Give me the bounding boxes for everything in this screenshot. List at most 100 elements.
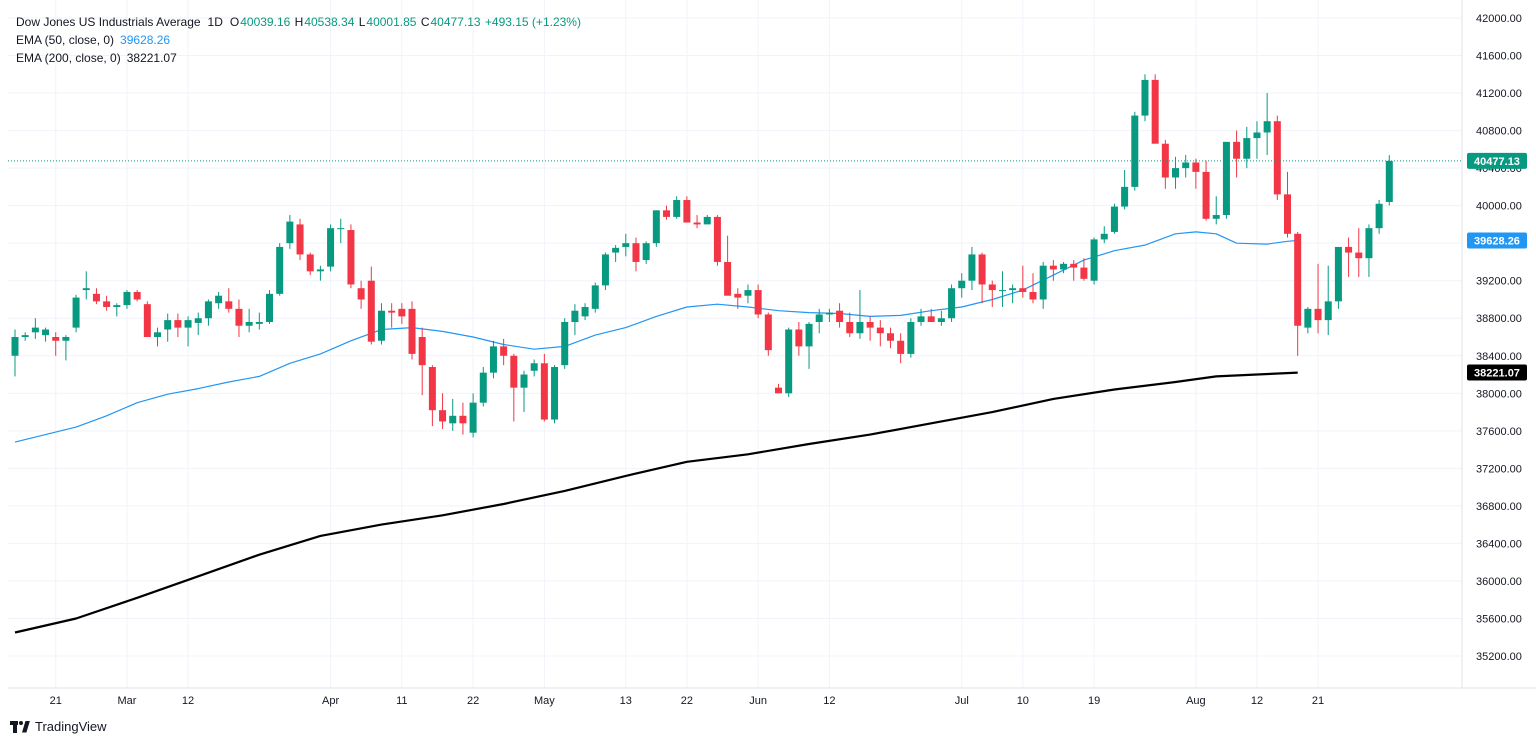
candle-body: [164, 320, 172, 330]
candle: [113, 303, 121, 317]
candle: [1355, 228, 1363, 277]
candle-body: [551, 367, 559, 420]
candle: [377, 303, 385, 345]
candle: [968, 246, 976, 291]
candle: [937, 310, 945, 326]
candle-body: [215, 295, 223, 304]
candle-body: [1243, 138, 1251, 159]
candle: [31, 318, 39, 339]
candle-body: [133, 291, 141, 300]
candle: [958, 273, 966, 298]
candle: [286, 215, 294, 249]
price-axis[interactable]: 35200.00 35600.00 36000.00 36400.00 36800.00…: [1461, 0, 1522, 688]
candle-body: [540, 363, 548, 420]
y-tick-label: 36800.00: [1476, 501, 1522, 513]
chart-legend: Dow Jones US Industrials Average 1D O400…: [16, 13, 583, 67]
candle-body: [1182, 162, 1190, 169]
candle: [255, 312, 263, 330]
candle-body: [347, 230, 355, 285]
candle: [489, 340, 497, 379]
candle-body: [1304, 308, 1312, 328]
ema50-legend-row[interactable]: EMA (50, close, 0) 39628.26: [16, 31, 583, 49]
candle-body: [204, 301, 212, 319]
candle-body: [601, 254, 609, 286]
candle-body: [459, 415, 467, 424]
candle-body: [52, 337, 60, 341]
candle: [1121, 169, 1129, 210]
symbol-name[interactable]: Dow Jones US Industrials Average: [16, 15, 201, 29]
candle: [744, 284, 752, 304]
candle-body: [479, 372, 487, 403]
y-tick-label: 36400.00: [1476, 538, 1522, 550]
candle: [1080, 258, 1088, 281]
candle-body: [581, 306, 589, 317]
candle: [1182, 154, 1190, 178]
chart-grid: [8, 0, 1462, 688]
x-tick-label: 21: [50, 695, 62, 707]
candle: [1090, 237, 1098, 285]
x-tick-label: 19: [1088, 695, 1100, 707]
y-tick-label: 36000.00: [1476, 576, 1522, 588]
ema200-label: EMA (200, close, 0): [16, 51, 121, 65]
candle-body: [500, 346, 508, 356]
candle: [62, 335, 70, 361]
candle: [775, 383, 782, 394]
candle-body: [663, 210, 671, 217]
tradingview-logo[interactable]: TradingView: [10, 719, 107, 734]
high-label: H: [294, 15, 304, 29]
x-tick-label: 10: [1017, 695, 1029, 707]
candle-body: [815, 314, 823, 322]
x-tick-label: 13: [620, 695, 632, 707]
candle: [693, 215, 701, 229]
price-tag-label: 38221.07: [1474, 368, 1520, 380]
candle: [164, 313, 172, 342]
candle-body: [622, 243, 630, 247]
tradingview-icon: [10, 720, 30, 733]
candle: [11, 329, 19, 377]
candle-body: [82, 288, 90, 291]
candle-body: [1049, 265, 1057, 270]
y-tick-label: 35600.00: [1476, 613, 1522, 625]
candle: [21, 332, 29, 341]
ema200-legend-row[interactable]: EMA (200, close, 0) 38221.07: [16, 49, 583, 67]
candle: [1151, 74, 1159, 144]
candle: [551, 365, 559, 424]
candle: [1100, 226, 1108, 244]
close-value: 40477.13: [430, 15, 481, 29]
candle-body: [1253, 132, 1261, 139]
candle-body: [225, 301, 233, 309]
candle: [591, 282, 599, 313]
candle: [1314, 263, 1322, 334]
interval-label[interactable]: 1D: [207, 15, 223, 29]
x-tick-label: 11: [396, 695, 407, 707]
candle-body: [917, 316, 925, 322]
candle-body: [612, 247, 620, 253]
time-axis[interactable]: 21 Mar 12 Apr 11 22 May 13 22 Jun 12 Jul 10 19 Aug 12 21: [8, 687, 1536, 707]
candle: [1222, 141, 1230, 219]
ema50-line: [14, 231, 1298, 443]
candle: [1263, 93, 1271, 155]
candle: [266, 290, 273, 324]
candle-body: [1070, 263, 1078, 268]
candle: [194, 312, 202, 336]
x-tick-label: Apr: [322, 695, 339, 707]
x-tick-label: 21: [1312, 695, 1324, 707]
candle-body: [235, 308, 243, 326]
candle: [1019, 265, 1027, 298]
candle: [1131, 111, 1139, 191]
candle-body: [520, 374, 528, 388]
candle: [1345, 237, 1353, 277]
candle: [1294, 231, 1302, 356]
candle: [540, 353, 548, 422]
candle-body: [907, 321, 915, 354]
candle: [123, 290, 131, 309]
candle: [52, 332, 60, 356]
candle: [1324, 265, 1332, 336]
candle: [327, 224, 335, 272]
ema200-layer: [14, 371, 1298, 634]
candle: [1334, 246, 1342, 309]
candle-body: [439, 410, 447, 422]
symbol-ohlc-row: Dow Jones US Industrials Average 1D O400…: [16, 13, 583, 31]
x-tick-label: May: [534, 695, 555, 707]
